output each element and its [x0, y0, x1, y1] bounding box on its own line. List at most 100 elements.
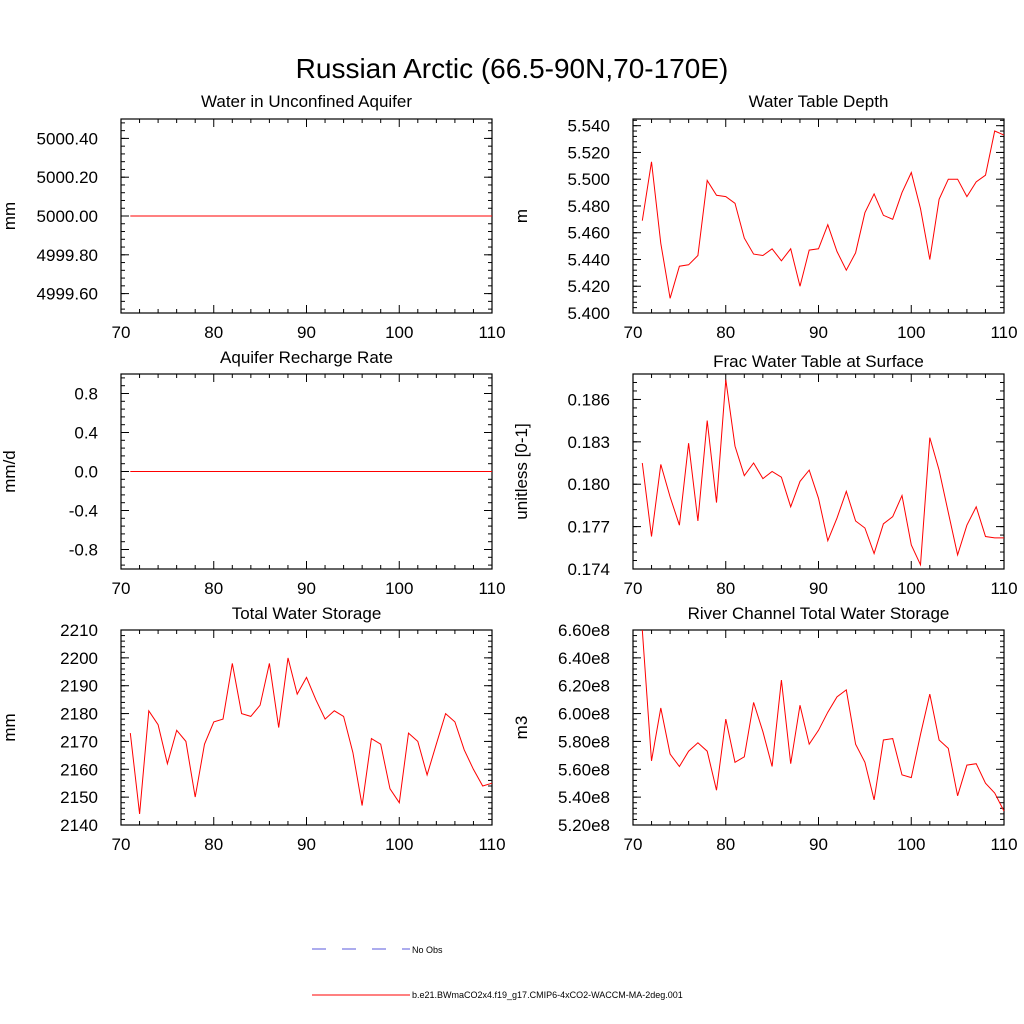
y-tick-label: 0.183: [567, 433, 610, 452]
y-tick-label: 2150: [60, 788, 98, 807]
panel-1: Water in Unconfined Aquifer mm 70 80 90 100 11…: [0, 92, 506, 342]
x-tick-label: 70: [624, 579, 643, 598]
y-tick-label: 0.4: [74, 424, 98, 443]
y-tick-label: 5.460: [567, 224, 610, 243]
x-tick-label: 70: [112, 835, 131, 854]
y-tick-label: -0.4: [69, 502, 98, 521]
y-tick-label: 2160: [60, 760, 98, 779]
panel-5: Total Water Storage mm 70 80 90 100 110 2140 215…: [0, 604, 506, 854]
panel-title: Water in Unconfined Aquifer: [201, 92, 412, 111]
x-tick-label: 70: [624, 835, 643, 854]
y-axis-label: mm/d: [0, 450, 19, 493]
panels: Water in Unconfined Aquifer mm 70 80 90 100 11…: [0, 92, 1018, 854]
x-tick-label: 70: [112, 323, 131, 342]
y-tick-label: 0.177: [567, 518, 610, 537]
y-tick-label: 5.480: [567, 197, 610, 216]
x-tick-label: 90: [809, 579, 828, 598]
plot-frame: [632, 118, 1005, 314]
x-tick-label: 100: [385, 323, 413, 342]
x-tick-label: 80: [716, 579, 735, 598]
y-tick-label: 5000.00: [37, 207, 98, 226]
y-tick-label: 5.400: [567, 304, 610, 323]
x-tick-label: 110: [478, 579, 505, 598]
x-tick-label: 80: [204, 579, 223, 598]
x-tick-label: 110: [990, 323, 1017, 342]
series-line: [129, 657, 493, 814]
x-tick-label: 100: [897, 835, 925, 854]
y-tick-label: 0.180: [567, 475, 610, 494]
y-tick-label: 5000.20: [37, 168, 98, 187]
x-tick-label: 100: [897, 579, 925, 598]
x-tick-label: 110: [990, 835, 1017, 854]
x-tick-label: 90: [809, 835, 828, 854]
x-tick-label: 90: [297, 323, 316, 342]
x-tick-label: 100: [385, 835, 413, 854]
figure-title: Russian Arctic (66.5-90N,70-170E): [296, 53, 729, 84]
panel-6: River Channel Total Water Storage m3 70 80 9…: [512, 604, 1018, 854]
panel-title: Water Table Depth: [749, 92, 889, 111]
y-axis-label: unitless [0-1]: [512, 423, 531, 519]
y-tick-label: 5.60e8: [558, 760, 610, 779]
series-line: [641, 130, 1005, 299]
y-tick-label: 2140: [60, 816, 98, 835]
y-axis-label: mm: [0, 202, 19, 230]
x-tick-label: 100: [385, 579, 413, 598]
x-tick-label: 110: [478, 323, 505, 342]
y-tick-label: 5.80e8: [558, 732, 610, 751]
y-tick-label: 0.174: [567, 560, 610, 579]
y-tick-label: 2190: [60, 677, 98, 696]
legend-model-label: b.e21.BWmaCO2x4.f19_g17.CMIP6-4xCO2-WACC…: [412, 990, 683, 1000]
y-tick-label: 5.40e8: [558, 788, 610, 807]
series-line: [641, 629, 1005, 812]
y-tick-label: 0.0: [74, 463, 98, 482]
panel-title: Frac Water Table at Surface: [713, 352, 924, 371]
legend: No Obs b.e21.BWmaCO2x4.f19_g17.CMIP6-4xC…: [312, 945, 683, 1000]
y-tick-label: 6.40e8: [558, 649, 610, 668]
y-axis-label: m: [512, 209, 531, 223]
x-tick-label: 80: [716, 323, 735, 342]
x-tick-label: 100: [897, 323, 925, 342]
y-tick-label: -0.8: [69, 541, 98, 560]
y-tick-label: 2180: [60, 705, 98, 724]
y-tick-label: 2210: [60, 621, 98, 640]
x-tick-label: 90: [809, 323, 828, 342]
panel-title: Total Water Storage: [232, 604, 382, 623]
panel-3: Aquifer Recharge Rate mm/d 70 80 90 100 110 -0.…: [0, 348, 506, 598]
y-tick-label: 5.420: [567, 277, 610, 296]
panel-4: Frac Water Table at Surface unitless [0-1…: [512, 352, 1018, 598]
x-tick-label: 80: [204, 835, 223, 854]
x-tick-label: 70: [112, 579, 131, 598]
x-tick-label: 90: [297, 579, 316, 598]
x-tick-label: 90: [297, 835, 316, 854]
y-tick-label: 5.540: [567, 117, 610, 136]
y-tick-label: 5000.40: [37, 129, 98, 148]
y-axis-label: m3: [512, 716, 531, 740]
y-tick-label: 6.60e8: [558, 621, 610, 640]
y-tick-label: 0.186: [567, 390, 610, 409]
panel-title: Aquifer Recharge Rate: [220, 348, 393, 367]
y-tick-label: 2170: [60, 732, 98, 751]
y-tick-label: 5.520: [567, 143, 610, 162]
plot-frame: [632, 629, 1005, 826]
y-tick-label: 0.8: [74, 385, 98, 404]
y-tick-label: 5.500: [567, 170, 610, 189]
panel-title: River Channel Total Water Storage: [688, 604, 950, 623]
x-tick-label: 110: [478, 835, 505, 854]
y-tick-label: 4999.80: [37, 246, 98, 265]
y-axis-label: mm: [0, 713, 19, 741]
series-line: [641, 379, 1004, 567]
plot-frame: [632, 373, 1005, 570]
y-tick-label: 2200: [60, 649, 98, 668]
legend-obs-label: No Obs: [412, 945, 443, 955]
x-tick-label: 80: [204, 323, 223, 342]
panel-2: Water Table Depth m 70 80 90 100 110 5.400 5.420…: [512, 92, 1018, 342]
y-tick-label: 5.440: [567, 250, 610, 269]
x-tick-label: 110: [990, 579, 1017, 598]
plot-frame: [120, 629, 493, 826]
x-tick-label: 70: [624, 323, 643, 342]
y-tick-label: 4999.60: [37, 285, 98, 304]
y-tick-label: 5.20e8: [558, 816, 610, 835]
y-tick-label: 6.20e8: [558, 677, 610, 696]
